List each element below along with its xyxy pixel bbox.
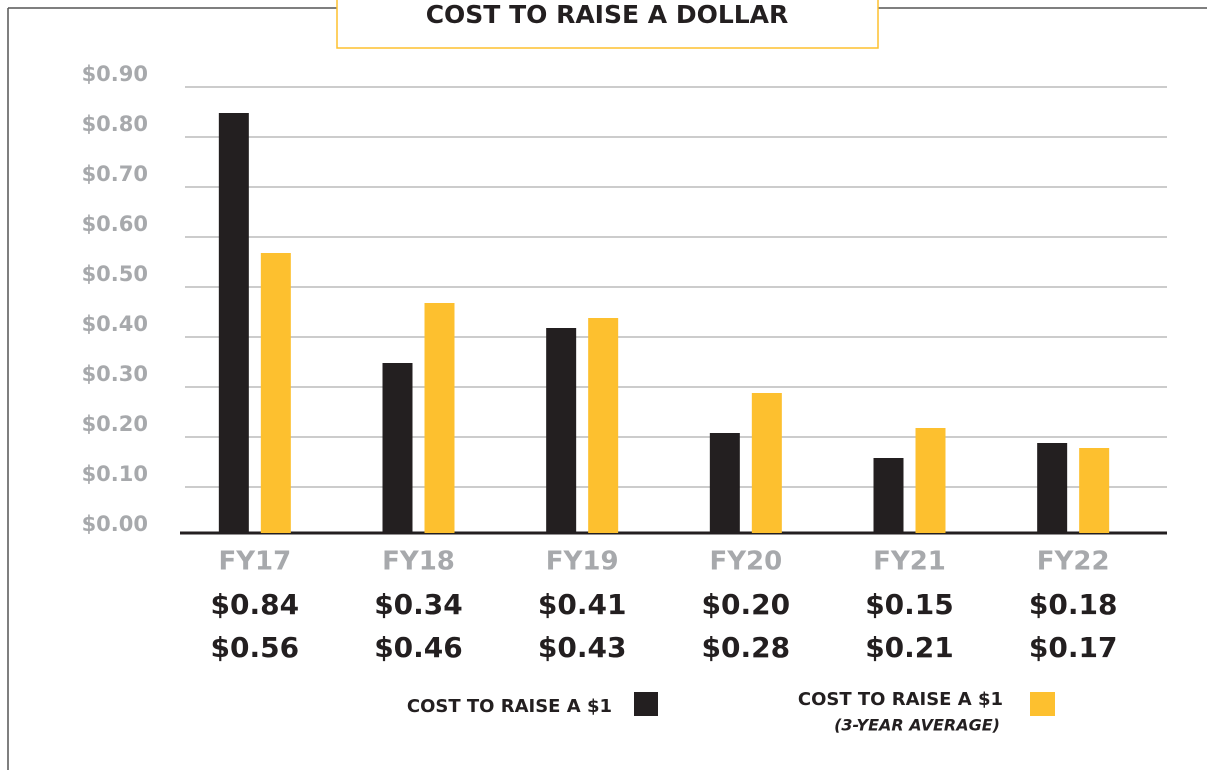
value-label: $0.17: [1029, 631, 1118, 664]
value-label: $0.21: [865, 631, 954, 664]
bar: [1037, 443, 1068, 533]
legend-label: COST TO RAISE A $1: [798, 689, 1003, 710]
bar: [751, 393, 782, 533]
bar: [382, 363, 413, 533]
bar: [709, 433, 740, 533]
y-tick-label: $0.40: [82, 312, 148, 336]
chart-title: COST TO RAISE A DOLLAR: [426, 0, 789, 29]
x-tick-label: FY20: [709, 547, 782, 577]
y-tick-label: $0.30: [82, 362, 148, 386]
value-label: $0.46: [374, 631, 463, 664]
y-tick-label: $0.70: [82, 162, 148, 186]
legend-swatch: [634, 692, 658, 716]
x-tick-label: FY22: [1037, 547, 1110, 577]
y-tick-label: $0.20: [82, 412, 148, 436]
y-tick-label: $0.60: [82, 212, 148, 236]
title-box: [336, 0, 879, 49]
value-label: $0.41: [538, 588, 627, 621]
x-tick-label: FY19: [546, 547, 619, 577]
legend-swatch: [1030, 692, 1055, 716]
bar: [915, 428, 946, 533]
value-label: $0.43: [538, 631, 627, 664]
bar: [588, 318, 619, 533]
legend-label: COST TO RAISE A $1: [407, 696, 612, 717]
value-label: $0.28: [702, 631, 791, 664]
bar: [546, 328, 577, 533]
bar: [873, 458, 904, 533]
value-label: $0.56: [211, 631, 300, 664]
bar: [218, 113, 249, 533]
bar: [1079, 448, 1110, 533]
x-tick-label: FY17: [218, 547, 291, 577]
legend-subtitle: (3-YEAR AVERAGE): [834, 716, 1000, 735]
y-tick-label: $0.50: [82, 262, 148, 286]
x-tick-label: FY21: [873, 547, 946, 577]
value-label: $0.15: [865, 588, 954, 621]
value-label: $0.18: [1029, 588, 1118, 621]
bar: [260, 253, 291, 533]
y-tick-label: $0.00: [82, 512, 148, 536]
value-label: $0.20: [702, 588, 791, 621]
value-label: $0.84: [211, 588, 300, 621]
y-tick-label: $0.80: [82, 112, 148, 136]
y-tick-label: $0.10: [82, 462, 148, 486]
y-tick-label: $0.90: [82, 62, 148, 86]
bar: [424, 303, 455, 533]
x-tick-label: FY18: [382, 547, 455, 577]
value-label: $0.34: [374, 588, 463, 621]
